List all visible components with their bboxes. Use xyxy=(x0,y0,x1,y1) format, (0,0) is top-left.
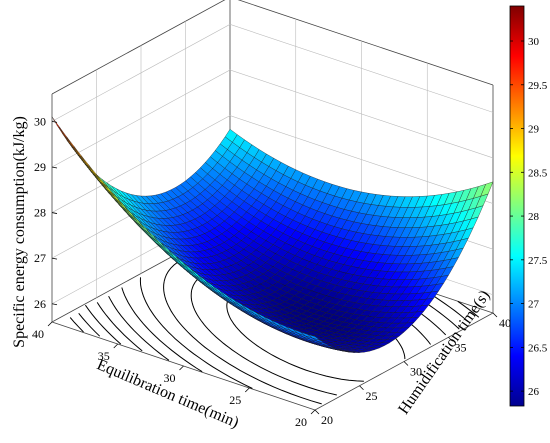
z-tick-mark xyxy=(51,303,58,306)
wall-gridline xyxy=(51,24,494,122)
colorbar-tick-label: 28 xyxy=(528,211,540,223)
x-tick-label: 30 xyxy=(164,371,176,385)
contour-line xyxy=(84,304,122,345)
x-tick-mark xyxy=(47,321,53,327)
x-tick-label: 25 xyxy=(229,393,241,407)
colorbar-tick-label: 26.5 xyxy=(528,342,548,354)
axes-box xyxy=(51,0,494,411)
z-tick-mark xyxy=(51,257,58,260)
x-tick-mark xyxy=(310,409,316,415)
z-tick-label: 27 xyxy=(34,251,46,265)
x-tick-mark xyxy=(244,387,250,393)
colorbar-tick-label: 29 xyxy=(528,124,540,136)
x-tick-label: 35 xyxy=(98,349,110,363)
colorbar-tick-label: 27 xyxy=(528,299,540,311)
x-tick-mark xyxy=(179,365,184,371)
z-tick-label: 26 xyxy=(34,297,46,311)
contour-line xyxy=(69,317,84,333)
y-tick-label: 40 xyxy=(499,316,511,330)
z-axis-label: Specific energy consumption(kJ/kg) xyxy=(11,116,28,348)
axis-ticks: 26 27 28 29 30 40 35 30 25 20 20 25 30 35 40 xyxy=(32,114,511,429)
contour-line xyxy=(108,295,480,361)
x-tick-label: 40 xyxy=(32,327,44,341)
z-tick-label: 30 xyxy=(34,114,46,128)
response-surface xyxy=(51,116,494,353)
y-tick-label: 35 xyxy=(455,340,467,354)
y-tick-label: 30 xyxy=(410,365,422,379)
contour-line xyxy=(78,312,101,337)
colorbar-tick-label: 29.5 xyxy=(528,80,548,92)
colorbar-tick-label: 27.5 xyxy=(528,255,548,267)
colorbar-tick-label: 28.5 xyxy=(528,167,548,179)
z-tick-label: 28 xyxy=(34,206,46,220)
y-tick-mark xyxy=(314,409,320,415)
y-tick-mark xyxy=(448,336,453,342)
z-tick-label: 29 xyxy=(34,160,46,174)
wall-gridline xyxy=(51,69,494,168)
y-tick-label: 20 xyxy=(321,413,333,427)
surface-patch xyxy=(95,173,109,190)
y-tick-mark xyxy=(492,312,498,318)
z-tick-mark xyxy=(51,212,58,214)
y-tick-label: 25 xyxy=(366,389,378,403)
colorbar xyxy=(509,5,525,407)
surface-patch xyxy=(307,334,321,341)
colorbar-tick-label: 30 xyxy=(528,36,540,48)
colorbar-ticks: 26 26.5 27 27.5 28 28.5 29 29.5 30 xyxy=(510,36,548,398)
y-tick-mark xyxy=(403,361,409,366)
contour-line xyxy=(121,287,469,373)
x-axis-label: Equilibration time(min) xyxy=(94,356,241,431)
y-tick-mark xyxy=(359,385,364,391)
colorbar-tick-label: 26 xyxy=(528,386,540,398)
x-tick-label: 20 xyxy=(295,415,307,429)
wall-gridline xyxy=(51,115,494,213)
x-tick-mark xyxy=(113,343,119,349)
contour-line xyxy=(96,302,143,352)
z-tick-mark xyxy=(51,166,58,169)
z-tick-mark xyxy=(51,120,58,123)
